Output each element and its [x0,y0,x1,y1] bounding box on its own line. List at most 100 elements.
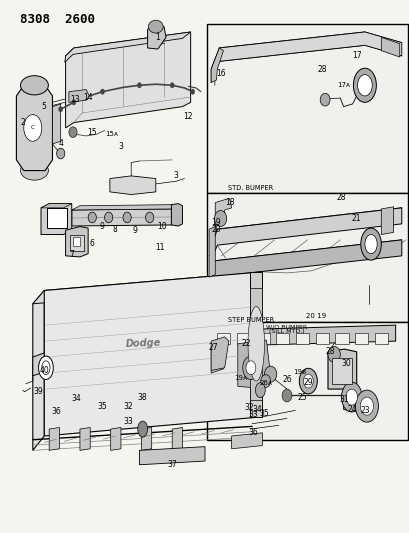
Text: 32: 32 [244,403,254,412]
Polygon shape [16,85,52,171]
Text: 3: 3 [118,142,123,151]
Text: 16: 16 [215,69,225,78]
Ellipse shape [319,93,329,106]
Bar [276,333,289,344]
Text: 8: 8 [112,225,117,233]
Polygon shape [33,353,44,376]
Ellipse shape [148,20,163,33]
Text: 19ᴃ: 19ᴃ [292,369,305,375]
Polygon shape [41,204,72,208]
Ellipse shape [303,374,312,388]
Text: 25: 25 [297,393,307,401]
Bar [331,358,351,384]
Ellipse shape [355,390,378,422]
Text: 19ᴀ: 19ᴀ [234,375,247,382]
Text: 2: 2 [20,118,25,127]
Ellipse shape [247,306,264,381]
Text: 17ᴀ: 17ᴀ [336,82,349,88]
Ellipse shape [327,346,339,362]
Ellipse shape [170,83,174,88]
Ellipse shape [299,368,317,394]
Polygon shape [72,209,172,226]
Text: Dodge: Dodge [125,338,161,350]
Text: 21: 21 [351,214,361,223]
Text: STEP BUMPER: STEP BUMPER [227,317,273,323]
Polygon shape [211,48,223,83]
Bar [207,24,407,193]
Polygon shape [147,24,166,49]
Text: 20 19: 20 19 [305,312,325,319]
Ellipse shape [357,75,371,96]
Ellipse shape [20,161,48,180]
Ellipse shape [341,382,361,412]
Bar [295,333,308,344]
Polygon shape [141,427,151,450]
Polygon shape [327,349,356,389]
Text: 19: 19 [211,219,221,227]
Bar [73,237,80,246]
Ellipse shape [137,421,147,437]
Text: 7: 7 [69,250,74,259]
Text: 17: 17 [351,52,361,60]
Ellipse shape [281,389,291,402]
Text: C: C [31,125,35,131]
Bar [315,333,328,344]
Bar [374,333,387,344]
Ellipse shape [245,361,255,375]
Ellipse shape [364,235,376,254]
Text: W/O BUMPER: W/O BUMPER [266,325,307,330]
Text: 37: 37 [167,461,177,469]
Polygon shape [231,433,262,449]
Text: 10: 10 [157,222,166,231]
Polygon shape [33,272,262,304]
Bar [354,333,367,344]
Text: 1: 1 [155,33,160,42]
Polygon shape [211,32,401,83]
Ellipse shape [104,212,112,223]
Polygon shape [211,337,228,370]
Text: 18: 18 [224,198,234,207]
Bar [256,333,269,344]
Polygon shape [215,198,231,227]
Ellipse shape [242,356,258,379]
Ellipse shape [72,100,76,105]
Ellipse shape [255,383,265,398]
Text: 20: 20 [211,225,221,233]
Ellipse shape [56,148,65,159]
Text: 38: 38 [137,393,147,401]
Text: 6: 6 [90,239,94,248]
Text: 26ᴀ: 26ᴀ [258,379,272,386]
Text: 5: 5 [42,102,47,111]
Text: 34: 34 [252,405,262,414]
Polygon shape [52,104,61,144]
Text: 14: 14 [83,93,93,101]
Polygon shape [110,427,121,450]
Text: 35: 35 [97,402,107,410]
Text: 28: 28 [316,65,326,74]
Text: 24: 24 [347,405,357,414]
Text: 26: 26 [281,375,291,384]
Polygon shape [380,207,393,235]
Text: 31: 31 [339,395,348,404]
Bar [236,333,249,344]
Polygon shape [69,90,89,102]
Text: 3: 3 [173,172,178,180]
Polygon shape [211,240,401,277]
Text: 27: 27 [208,343,218,352]
Text: 13: 13 [70,95,80,104]
Text: 4: 4 [58,140,63,148]
Ellipse shape [24,115,42,141]
Polygon shape [380,37,399,57]
Ellipse shape [353,68,375,102]
Polygon shape [249,288,262,400]
Bar [217,333,230,344]
Ellipse shape [260,375,270,387]
Polygon shape [65,32,190,62]
Bar [70,235,84,251]
Ellipse shape [69,127,77,138]
Polygon shape [211,342,223,373]
Text: STD. BUMPER: STD. BUMPER [227,184,272,191]
Ellipse shape [360,397,373,415]
Ellipse shape [145,212,153,223]
Text: 28: 28 [324,348,334,356]
